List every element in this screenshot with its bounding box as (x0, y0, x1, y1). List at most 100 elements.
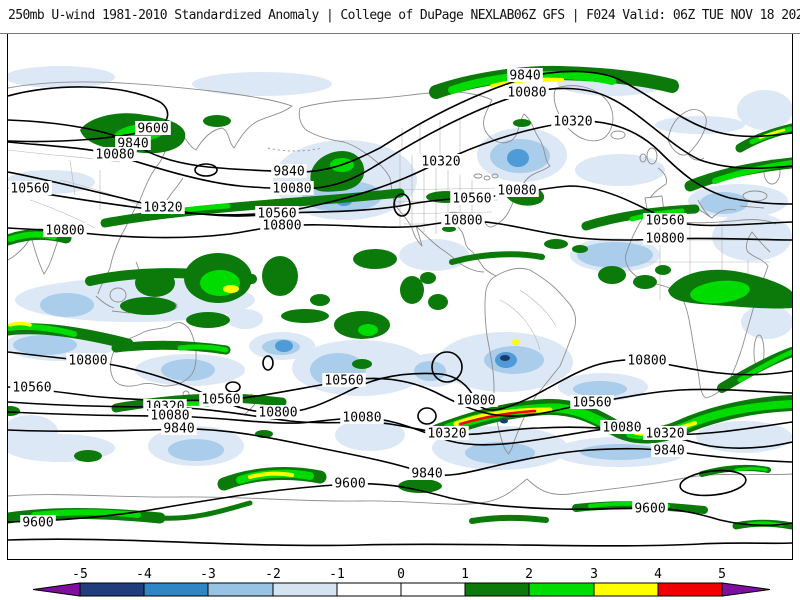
contour-label-chip (651, 443, 687, 457)
contour-label: 10080 (602, 421, 641, 436)
contour-label-chip (643, 426, 687, 440)
contour-label-chip (632, 501, 668, 515)
contour-label: 10560 (201, 393, 240, 408)
contour-label-chip (43, 223, 87, 237)
colorbar-segment (528, 582, 595, 597)
colorbar-tick-label: 1 (461, 567, 469, 582)
colorbar-svg: -5 -4 -3 -2 -1 0 1 2 3 4 5 (32, 567, 771, 597)
contour-label: 9840 (653, 444, 684, 459)
contour-label: 9840 (509, 69, 540, 84)
contour-label-chip (409, 466, 445, 480)
colorbar-tick-label: 2 (525, 567, 533, 582)
colorbar-segment (593, 582, 659, 597)
title-bar: 250mb U-wind 1981-2010 Standardized Anom… (8, 8, 800, 23)
contour-label: 10080 (507, 86, 546, 101)
contour-label-chip (271, 164, 307, 178)
contour-label-chip (161, 421, 197, 435)
contour-label-chip (199, 392, 243, 406)
contour-label: 10320 (427, 427, 466, 442)
contour-labels: 9600 9840 10080 10560 10320 10800 9840 10080 105… (8, 68, 687, 531)
contour-label: 10560 (257, 207, 296, 222)
contour-label-chip (332, 476, 368, 490)
contour-line-9600-nh (7, 86, 169, 143)
contour-label: 9600 (334, 477, 365, 492)
map-svg: 9600 9840 10080 10560 10320 10800 9840 10080 105… (0, 65, 800, 547)
map-frame: 9600 9840 10080 10560 10320 10800 9840 10080 105… (0, 34, 800, 560)
product-title: 250mb U-wind 1981-2010 Standardized Anom… (8, 8, 514, 23)
contour-label-chip (419, 154, 463, 168)
colorbar-tick-label: -4 (136, 567, 152, 582)
colorbar-segment (336, 582, 402, 597)
contour-line-sh-low (7, 538, 793, 547)
contour-label-chip (570, 395, 614, 409)
colorbar-tick-label: -1 (329, 567, 345, 582)
contour-label: 10800 (456, 394, 495, 409)
contour-label-chip (260, 218, 304, 232)
contour-label: 10320 (421, 155, 460, 170)
colorbar-segment (272, 582, 338, 597)
contour-label: 10080 (497, 184, 536, 199)
contour-label: 10320 (553, 115, 592, 130)
contour-label: 10800 (627, 354, 666, 369)
contour-label-chip (643, 231, 687, 245)
contour-label: 10320 (143, 201, 182, 216)
colorbar-segment (464, 582, 530, 597)
colorbar-segment (207, 582, 274, 597)
contour-label: 10080 (342, 411, 381, 426)
contour-label-chip (141, 200, 185, 214)
contour-label-chip (507, 68, 543, 82)
colorbar-segment (400, 582, 466, 597)
contour-label-chip (505, 85, 549, 99)
contour-label-chip (20, 515, 56, 529)
contour-label-chip (10, 380, 54, 394)
contour-label: 9600 (22, 516, 53, 531)
contour-label-chip (441, 213, 485, 227)
contour-label: 10800 (443, 214, 482, 229)
contour-label-chip (600, 420, 644, 434)
contour-label: 10800 (45, 224, 84, 239)
contour-label: 10560 (12, 381, 51, 396)
colorbar-segment (143, 582, 209, 597)
colorbar-segment (79, 582, 145, 597)
contour-label-chip (148, 408, 192, 422)
contour-label: 9840 (411, 467, 442, 482)
colorbar-under-arrow (32, 582, 81, 597)
contour-label: 10800 (258, 406, 297, 421)
colorbar-tick-label: 4 (654, 567, 662, 582)
colorbar-tick-label: -5 (72, 567, 88, 582)
contour-label-chip (551, 114, 595, 128)
contour-label: 10800 (68, 354, 107, 369)
colorbar: -5 -4 -3 -2 -1 0 1 2 3 4 5 (0, 565, 800, 600)
contour-label: 10560 (572, 396, 611, 411)
contour-label: 10080 (150, 409, 189, 424)
colorbar-tick-label: 3 (590, 567, 598, 582)
contour-label-chip (93, 147, 137, 161)
contour-label-chip (8, 181, 52, 195)
contour-label-chip (495, 183, 539, 197)
contour-label-chip (340, 410, 384, 424)
contour-label-chip (255, 206, 299, 220)
colorbar-tick-label: 5 (718, 567, 726, 582)
colorbar-segment (657, 582, 723, 597)
contour-label: 10560 (645, 214, 684, 229)
colorbar-tick-label: 0 (397, 567, 405, 582)
contour-label: 10800 (645, 232, 684, 247)
contour-label-chip (115, 136, 151, 150)
title-separator (0, 33, 800, 34)
contour-label: 9600 (634, 502, 665, 517)
colorbar-over-arrow (721, 582, 771, 597)
contour-label: 10080 (95, 148, 134, 163)
contour-label-chip (454, 393, 498, 407)
contour-label: 10800 (262, 219, 301, 234)
model-valid-time: 06Z GFS | F024 Valid: 06Z TUE NOV 18 202… (513, 8, 800, 23)
contour-label: 9840 (273, 165, 304, 180)
contour-label-chip (425, 426, 469, 440)
contour-label-chip (643, 213, 687, 227)
colorbar-tick-label: -3 (200, 567, 216, 582)
contour-label-chip (270, 181, 314, 195)
contour-label: 9600 (137, 122, 168, 137)
contour-label-chip (322, 373, 366, 387)
contour-label: 10080 (272, 182, 311, 197)
contour-label-chip (66, 353, 110, 367)
